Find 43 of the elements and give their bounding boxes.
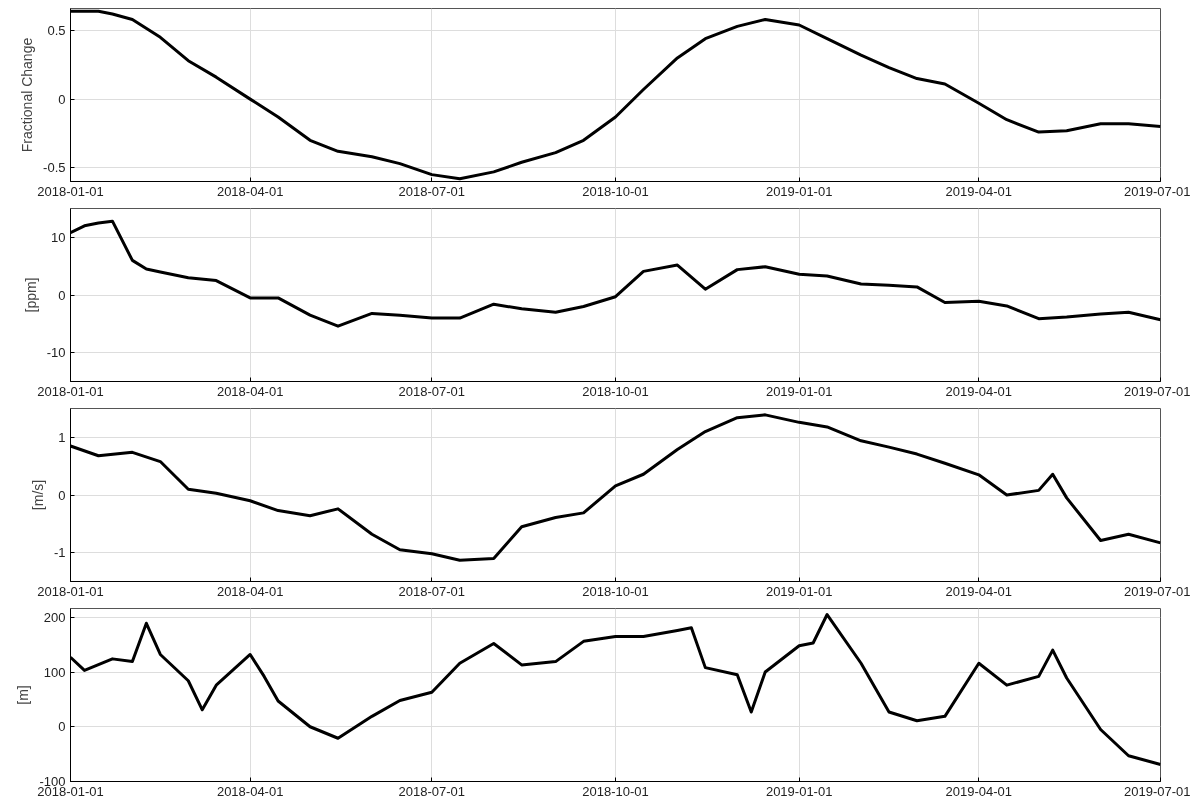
x-tick-label: 2019-04-01	[945, 783, 1013, 799]
x-tick-label: 2019-07-01	[1124, 583, 1191, 599]
y-tick-label: 0	[58, 91, 66, 107]
x-tick-label: 2019-04-01	[945, 383, 1013, 399]
x-tick-label: 2018-04-01	[216, 183, 284, 199]
y-tick-label: 0	[58, 719, 66, 735]
x-tick-label: 2019-01-01	[765, 183, 833, 199]
y-tick-label: 0.5	[47, 22, 66, 38]
x-tick-label: 2019-07-01	[1124, 783, 1191, 799]
x-tick-label: 2018-07-01	[398, 383, 466, 399]
x-tick-label: 2018-01-01	[37, 183, 104, 199]
x-tick-label: 2018-10-01	[582, 383, 649, 399]
y-tick-label: 100	[43, 664, 66, 680]
x-tick-label: 2018-10-01	[582, 183, 649, 199]
x-tick-label: 2019-07-01	[1124, 383, 1191, 399]
x-tick-label: 2018-07-01	[398, 583, 466, 599]
x-tick-label: 2018-01-01	[37, 383, 104, 399]
y-tick-label: 1	[58, 429, 66, 445]
y-tick-label: 200	[43, 609, 66, 625]
x-tick-label: 2019-04-01	[945, 583, 1013, 599]
x-tick-label: 2018-04-01	[216, 783, 284, 799]
y-tick-label: -10	[46, 345, 66, 361]
x-tick-label: 2018-07-01	[398, 783, 466, 799]
x-tick-label: 2019-01-01	[765, 583, 833, 599]
x-tick-label: 2019-01-01	[765, 383, 833, 399]
x-tick-label: 2018-04-01	[216, 583, 284, 599]
y-tick-label: 10	[51, 229, 66, 245]
y-axis-title: [ppm]	[22, 277, 39, 313]
x-tick-label: 2019-01-01	[765, 783, 833, 799]
y-axis-title: [m/s]	[29, 479, 46, 511]
x-tick-label: 2018-10-01	[582, 583, 649, 599]
x-tick-label: 2018-01-01	[37, 583, 104, 599]
x-tick-label: 2018-04-01	[216, 383, 284, 399]
x-tick-label: 2018-10-01	[582, 783, 649, 799]
y-tick-label: 0	[58, 287, 66, 303]
x-tick-label: 2018-07-01	[398, 183, 466, 199]
y-tick-label: 0	[58, 487, 66, 503]
y-tick-label: -0.5	[43, 160, 66, 176]
y-axis-title: [m]	[15, 685, 32, 705]
x-tick-label: 2019-04-01	[945, 183, 1013, 199]
x-tick-label: 2019-07-01	[1124, 183, 1191, 199]
y-tick-label: -1	[53, 545, 66, 561]
y-axis-title: Fractional Change	[19, 37, 36, 153]
